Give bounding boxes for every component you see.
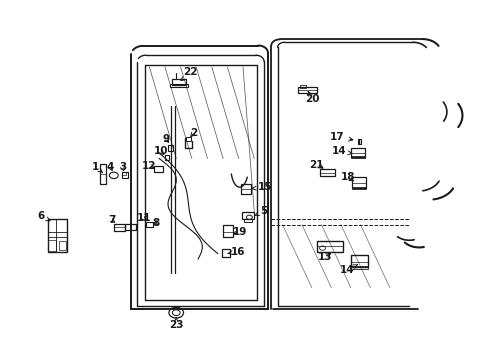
Bar — [350, 156, 365, 158]
Text: 14: 14 — [339, 265, 357, 275]
Bar — [114, 224, 124, 231]
Bar — [221, 249, 230, 257]
Bar — [240, 184, 251, 194]
Bar — [222, 225, 233, 237]
Text: 13: 13 — [317, 252, 331, 262]
Text: 15: 15 — [252, 182, 272, 192]
Text: 19: 19 — [232, 227, 246, 237]
Bar — [170, 84, 187, 87]
Bar — [114, 224, 124, 227]
Text: 1: 1 — [92, 162, 102, 172]
Bar — [298, 87, 316, 93]
Bar — [350, 266, 367, 269]
Text: 7: 7 — [108, 215, 115, 225]
Text: 8: 8 — [152, 218, 159, 228]
Text: 21: 21 — [309, 159, 323, 170]
Bar — [154, 166, 163, 172]
Bar — [47, 219, 67, 252]
Text: 10: 10 — [153, 146, 167, 156]
Text: 23: 23 — [169, 318, 183, 330]
Bar — [350, 148, 365, 157]
Text: 12: 12 — [142, 161, 156, 171]
Bar — [350, 255, 367, 267]
Bar — [300, 85, 305, 88]
Bar — [59, 241, 65, 250]
Bar — [351, 177, 366, 188]
Bar — [164, 154, 169, 160]
Text: 11: 11 — [136, 213, 150, 223]
Text: 18: 18 — [340, 172, 354, 183]
Bar — [320, 168, 334, 176]
Bar — [145, 222, 153, 227]
Bar — [48, 240, 56, 251]
Bar — [242, 212, 254, 220]
Text: 4: 4 — [106, 162, 114, 172]
Text: 3: 3 — [119, 162, 126, 172]
Text: 2: 2 — [189, 129, 197, 138]
Text: 5: 5 — [254, 206, 267, 216]
Bar — [185, 137, 190, 141]
Bar — [357, 139, 360, 144]
Bar — [172, 78, 185, 85]
Bar — [316, 241, 343, 252]
Text: 16: 16 — [227, 247, 245, 257]
Bar — [351, 187, 366, 189]
Text: 9: 9 — [163, 134, 170, 144]
Text: 6: 6 — [37, 211, 50, 221]
Bar — [168, 145, 173, 151]
Text: 14: 14 — [331, 146, 352, 156]
Bar — [100, 164, 106, 184]
Text: 20: 20 — [305, 91, 319, 104]
Bar — [244, 219, 251, 222]
Bar — [122, 172, 126, 175]
Text: 22: 22 — [181, 67, 198, 81]
Bar — [122, 172, 128, 178]
Bar — [125, 224, 136, 230]
Text: 17: 17 — [329, 132, 352, 142]
